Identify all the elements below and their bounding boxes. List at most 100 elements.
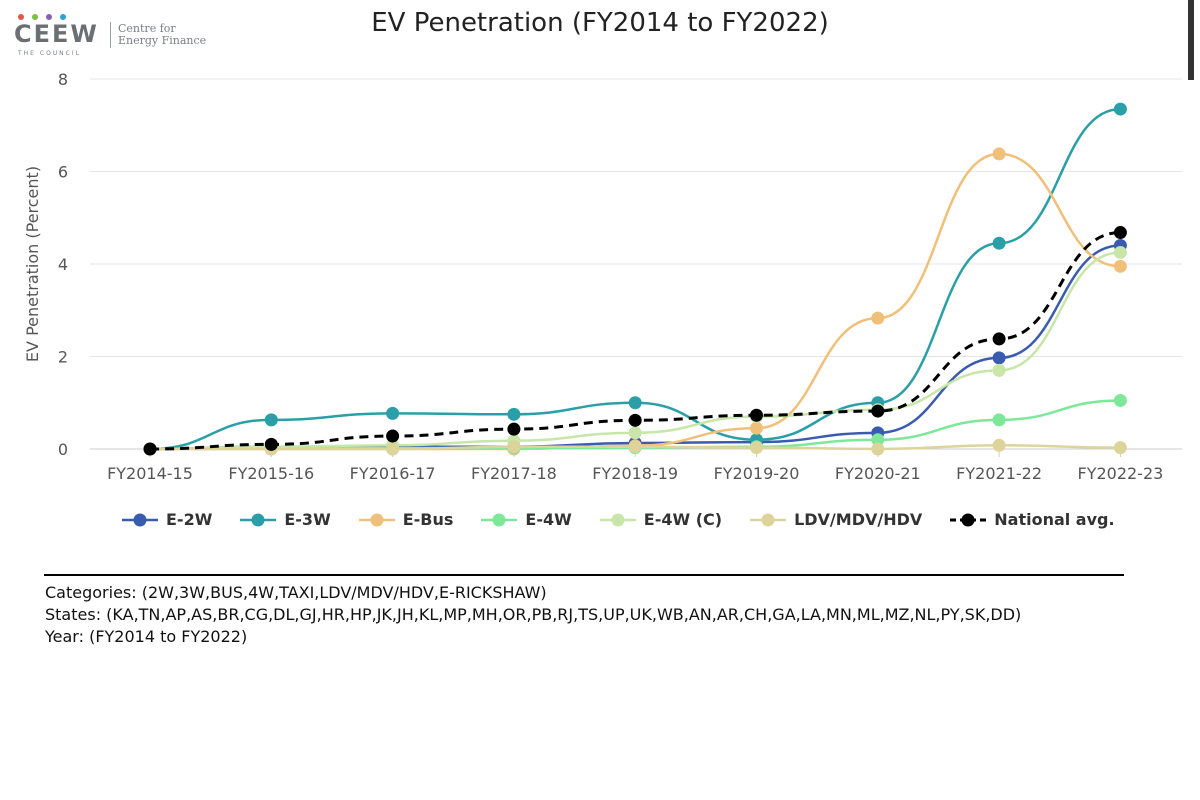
legend-label: National avg. [994,510,1115,529]
data-point [992,236,1006,250]
data-point [1113,226,1127,240]
data-point [264,437,278,451]
data-point [1113,102,1127,116]
y-tick-label: 4 [58,255,68,274]
data-point [628,413,642,427]
data-point [992,413,1006,427]
chart-legend: E-2W E-3W E-Bus E-4W E-4W (C) LDV/MDV/HDV Nati… [120,510,1115,529]
x-tick-label: FY2020-21 [835,464,921,483]
legend-swatch [481,513,518,526]
legend-item[interactable]: E-4W (C) [598,510,722,529]
legend-marker [611,513,625,526]
legend-item[interactable]: E-3W [238,510,331,529]
data-point [750,441,763,455]
logo-dot [46,14,52,20]
data-point [386,442,400,456]
logo-dot [32,14,38,20]
series-line [149,107,1121,451]
logo-org-line1: Centre for [118,22,176,35]
logo-divider [110,22,111,48]
y-tick-label: 8 [58,70,68,89]
data-point [628,396,642,410]
data-point [143,442,157,456]
legend-item[interactable]: LDV/MDV/HDV [748,510,922,529]
data-point [1113,393,1127,407]
legend-item[interactable]: National avg. [948,510,1115,529]
series-line [149,251,1121,451]
data-point [992,438,1006,452]
x-tick-label: FY2015-16 [228,464,314,483]
states-filter-text: States: (KA,TN,AP,AS,BR,CG,DL,GJ,HR,HP,J… [45,605,1022,624]
y-tick-label: 6 [58,163,68,182]
legend-swatch [599,513,636,526]
legend-marker [133,513,147,526]
legend-label: E-3W [284,510,331,529]
logo-dots [18,14,66,20]
line-chart: 0 2 4 6 8 FY2014-15 FY2015-16 FY2016-17 FY2017-1… [23,70,1182,483]
logo-org-name: Centre for Energy Finance [118,23,218,47]
data-point [507,407,521,421]
legend-label: E-Bus [402,510,454,529]
legend-item[interactable]: E-4W [479,510,572,529]
x-tick-label: FY2018-19 [592,464,678,483]
legend-swatch [950,513,987,526]
data-point [507,440,521,454]
legend-marker [370,513,384,526]
series-line [149,231,1121,451]
legend-swatch [358,513,395,526]
legend-swatch [122,513,158,526]
legend-label: LDV/MDV/HDV [794,510,923,529]
x-tick-label: FY2019-20 [714,464,800,483]
y-tick-label: 0 [58,440,68,459]
x-tick-label: FY2014-15 [107,464,193,483]
data-point [1113,259,1127,273]
data-point [507,422,521,436]
data-point [1113,245,1127,259]
x-tick-label: FY2017-18 [471,464,557,483]
data-point [992,147,1006,161]
data-point [871,433,885,447]
legend-label: E-2W [166,510,213,529]
x-tick-label: FY2021-22 [956,464,1042,483]
data-point [871,442,885,456]
legend-swatch [240,513,277,526]
legend-marker [761,513,775,526]
x-tick-label: FY2022-23 [1077,464,1163,483]
data-point [750,421,763,435]
data-point [992,363,1006,377]
data-point [386,406,400,420]
data-point [264,413,278,427]
legend-marker [251,513,265,526]
legend-label: E-4W [525,510,572,529]
logo-dot [60,14,66,20]
y-axis-title: EV Penetration (Percent) [23,166,42,362]
categories-filter-text: Categories: (2W,3W,BUS,4W,TAXI,LDV/MDV/H… [45,583,547,602]
legend-item[interactable]: E-Bus [357,510,454,529]
legend-marker [961,513,975,526]
data-point [992,351,1006,365]
logo-tagline: THE COUNCIL [18,50,81,57]
year-filter-text: Year: (FY2014 to FY2022) [45,627,248,646]
legend-label: E-4W (C) [643,510,723,529]
data-point [871,311,885,325]
chart-title: EV Penetration (FY2014 to FY2022) [371,8,829,38]
data-point [750,408,763,422]
data-point [1113,441,1127,455]
y-tick-label: 2 [58,348,68,367]
legend-swatch [750,513,787,526]
logo-org-line2: Energy Finance [118,34,207,47]
ceew-logo: CEEW THE COUNCIL Centre for Energy Finan… [14,14,214,64]
legend-marker [492,513,506,526]
data-point [628,440,642,454]
data-point [386,429,400,443]
data-point [871,404,885,418]
legend-item[interactable]: E-2W [120,510,212,529]
scrollbar-thumb[interactable] [1188,0,1194,80]
filter-summary: Categories: (2W,3W,BUS,4W,TAXI,LDV/MDV/H… [45,582,1021,648]
data-point [628,426,642,440]
x-tick-label: FY2016-17 [350,464,436,483]
data-point [992,332,1006,346]
logo-dot [18,14,24,20]
scrollbar[interactable] [1186,0,1200,800]
footer-divider [44,574,1124,576]
